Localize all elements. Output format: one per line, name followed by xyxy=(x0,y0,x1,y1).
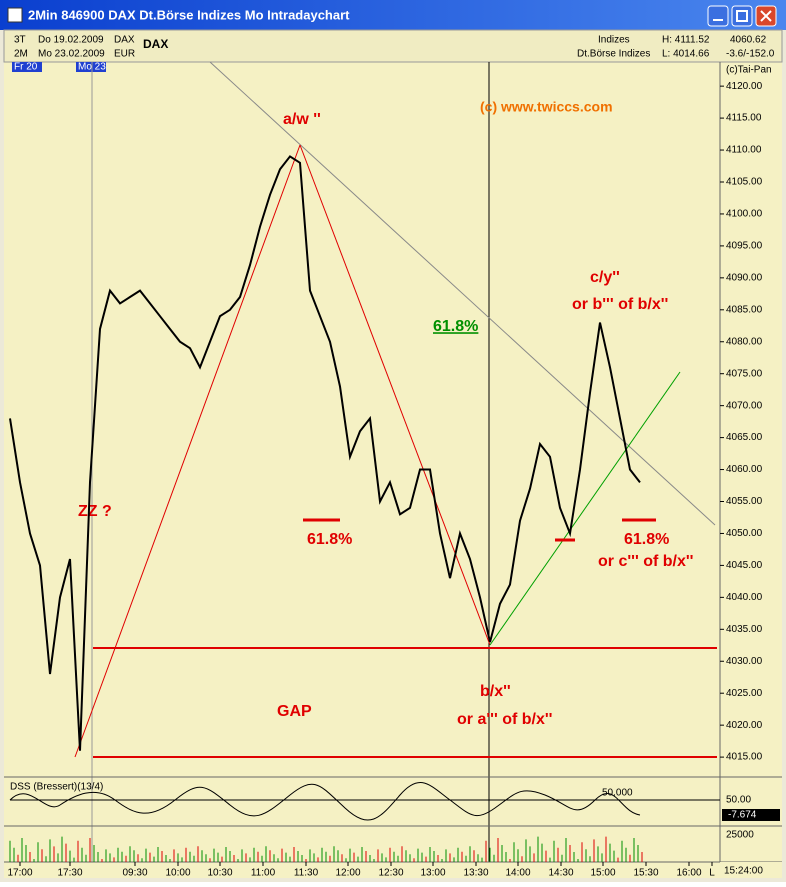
y-tick-label: 4105.00 xyxy=(726,177,763,188)
y-tick-label: 4015.00 xyxy=(726,752,763,763)
date: Do 19.02.2009 xyxy=(38,35,104,46)
y-tick-label: 4080.00 xyxy=(726,336,763,347)
day-tag xyxy=(12,62,42,72)
y-tick-label: 4110.00 xyxy=(726,145,762,156)
y-tick-label: 4095.00 xyxy=(726,241,763,252)
x-tick-label: L xyxy=(709,868,715,879)
annotation: c/y'' xyxy=(590,269,620,286)
y-tick-label: 4120.00 xyxy=(726,81,763,92)
annotation: or a''' of b/x'' xyxy=(457,711,552,728)
annotation: ZZ ? xyxy=(78,503,112,520)
x-tick-label: 12:00 xyxy=(335,868,360,879)
clock: 15:24:00 xyxy=(724,866,763,877)
chart-area xyxy=(4,30,782,878)
y-tick-label: 4055.00 xyxy=(726,496,763,507)
date: Mo 23.02.2009 xyxy=(38,49,105,60)
tick-label: 50.00 xyxy=(726,795,751,806)
x-tick-label: 10:30 xyxy=(207,868,232,879)
window-title: 2Min 846900 DAX Dt.Börse Indizes Mo Intr… xyxy=(28,7,350,22)
y-tick-label: 4045.00 xyxy=(726,560,763,571)
oscillator-line xyxy=(9,782,641,821)
x-tick-label: 11:30 xyxy=(294,868,319,879)
y-tick-label: 4040.00 xyxy=(726,592,763,603)
y-tick-label: 4075.00 xyxy=(726,368,763,379)
x-tick-label: 17:30 xyxy=(57,868,82,879)
trend-line xyxy=(209,61,716,526)
y-tick-label: 4035.00 xyxy=(726,624,763,635)
annotation: 61.8% xyxy=(307,531,352,548)
y-tick-label: 4085.00 xyxy=(726,304,763,315)
x-tick-label: 16:00 xyxy=(676,868,701,879)
high: H: 4111.52 xyxy=(662,35,710,46)
y-tick-label: 4070.00 xyxy=(726,400,763,411)
trend-line xyxy=(74,144,301,758)
y-tick-label: 4025.00 xyxy=(726,688,763,699)
annotation: or c''' of b/x'' xyxy=(598,553,693,570)
group: Indizes xyxy=(598,35,630,46)
exchange: Dt.Börse Indizes xyxy=(577,49,650,60)
x-tick-label: 10:00 xyxy=(165,868,190,879)
x-tick-label: 15:30 xyxy=(633,868,658,879)
y-tick-label: 4020.00 xyxy=(726,720,763,731)
day-tag xyxy=(76,62,106,72)
x-tick-label: 14:00 xyxy=(505,868,530,879)
y-tick-label: 4100.00 xyxy=(726,209,763,220)
symbol: DAX xyxy=(114,35,135,46)
x-tick-label: 13:30 xyxy=(463,868,488,879)
annotation: 61.8% xyxy=(433,318,478,335)
y-tick-label: 4050.00 xyxy=(726,528,763,539)
volume-tick: 25000 xyxy=(726,830,754,841)
last: 4060.62 xyxy=(730,35,767,46)
header xyxy=(3,29,783,63)
annotation: a/w '' xyxy=(283,111,321,128)
copyright: (c)Tai-Pan xyxy=(726,65,772,76)
level-label: 50.000 xyxy=(602,788,633,799)
app-icon xyxy=(7,7,23,23)
y-tick-label: 4115.00 xyxy=(726,113,762,124)
clock-box xyxy=(720,862,782,878)
name: DAX xyxy=(143,37,168,51)
y-tick-label: 4030.00 xyxy=(726,656,763,667)
indicator-label: DSS (Bressert)(13/4) xyxy=(10,782,103,793)
period: 2M xyxy=(14,49,28,60)
maximize-button[interactable] xyxy=(731,5,753,27)
x-tick-label: 13:00 xyxy=(420,868,445,879)
trend-line xyxy=(299,144,491,646)
annotation: b/x'' xyxy=(480,683,511,700)
y-tick-label: 4065.00 xyxy=(726,432,763,443)
y-tick-label: 4090.00 xyxy=(726,272,763,283)
x-tick-label: 11:00 xyxy=(251,868,276,879)
x-tick-label: 15:00 xyxy=(590,868,615,879)
x-tick-label: 12:30 xyxy=(378,868,403,879)
x-tick-label: 14:30 xyxy=(548,868,573,879)
low: L: 4014.66 xyxy=(662,49,710,60)
currency: EUR xyxy=(114,49,135,60)
annotation: (c) www.twiccs.com xyxy=(480,99,613,115)
title-bar xyxy=(0,0,786,30)
day: Fr 20 xyxy=(14,62,38,73)
change: -3.6/-152.0 xyxy=(726,49,775,60)
current-value: -7.674 xyxy=(728,810,757,821)
period: 3T xyxy=(14,35,26,46)
annotation: 61.8% xyxy=(624,531,669,548)
trend-line xyxy=(489,371,681,646)
x-tick-label: 17:00 xyxy=(7,868,32,879)
x-tick-label: 09:30 xyxy=(122,868,147,879)
annotation: or b''' of b/x'' xyxy=(572,296,668,313)
value-box xyxy=(722,809,780,821)
price-line xyxy=(9,155,641,751)
annotation: GAP xyxy=(277,703,312,720)
minimize-button[interactable] xyxy=(707,5,729,27)
y-tick-label: 4060.00 xyxy=(726,464,763,475)
